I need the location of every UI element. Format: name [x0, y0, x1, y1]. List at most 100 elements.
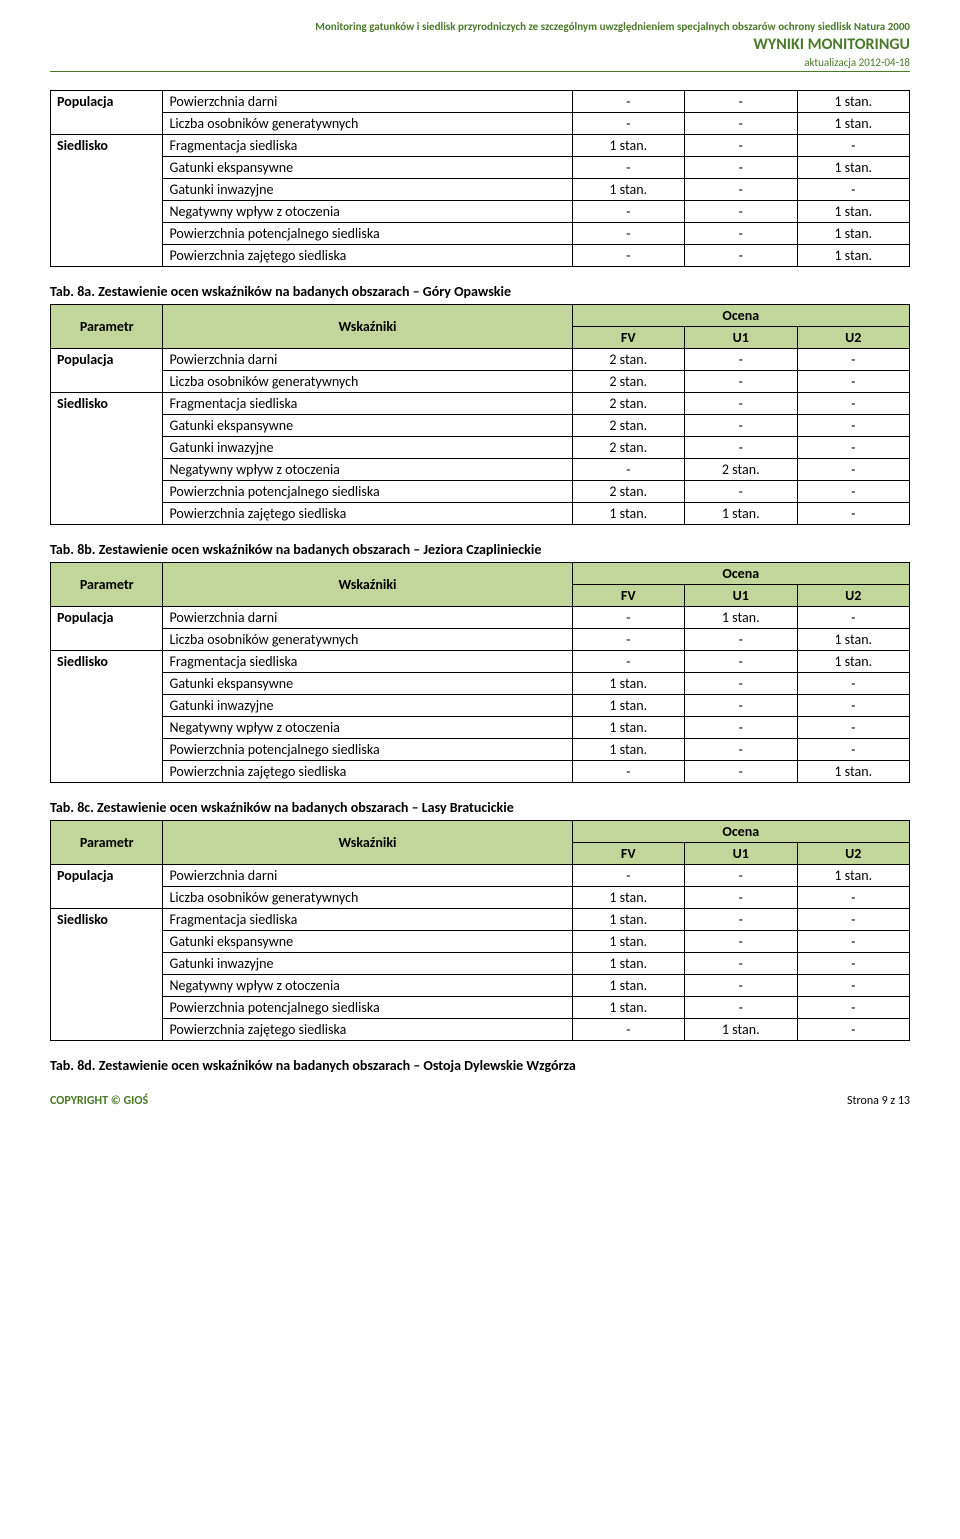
- u2-cell: -: [797, 695, 910, 717]
- wskaznik-cell: Fragmentacja siedliska: [163, 393, 572, 415]
- u2-cell: -: [797, 481, 910, 503]
- table-row: Powierzchnia zajętego siedliska--1 stan.: [51, 761, 910, 783]
- table-row: Negatywny wpływ z otoczenia1 stan.--: [51, 975, 910, 997]
- u1-cell: -: [685, 975, 797, 997]
- table-row: SiedliskoFragmentacja siedliska2 stan.--: [51, 393, 910, 415]
- fv-cell: 1 stan.: [572, 179, 684, 201]
- fv-cell: 1 stan.: [572, 695, 684, 717]
- wskaznik-cell: Powierzchnia potencjalnego siedliska: [163, 739, 572, 761]
- u1-cell: -: [685, 629, 797, 651]
- fv-cell: 2 stan.: [572, 393, 684, 415]
- wskaznik-cell: Liczba osobników generatywnych: [163, 629, 572, 651]
- u1-cell: -: [685, 201, 797, 223]
- fv-cell: -: [572, 157, 684, 179]
- fv-cell: 1 stan.: [572, 887, 684, 909]
- table-row: Gatunki inwazyjne1 stan.--: [51, 695, 910, 717]
- table-row: Powierzchnia potencjalnego siedliska1 st…: [51, 997, 910, 1019]
- fv-cell: -: [572, 761, 684, 783]
- col-parametr: Parametr: [51, 821, 163, 865]
- wskaznik-cell: Powierzchnia zajętego siedliska: [163, 761, 572, 783]
- table-row: PopulacjaPowierzchnia darni--1 stan.: [51, 865, 910, 887]
- param-cell: Siedlisko: [51, 651, 163, 783]
- wskaznik-cell: Gatunki inwazyjne: [163, 953, 572, 975]
- u1-cell: -: [685, 481, 797, 503]
- u1-cell: -: [685, 739, 797, 761]
- u2-cell: -: [797, 371, 910, 393]
- param-cell: Siedlisko: [51, 393, 163, 525]
- table-row: Gatunki inwazyjne2 stan.--: [51, 437, 910, 459]
- u1-cell: -: [685, 953, 797, 975]
- col-wskazniki: Wskaźniki: [163, 563, 572, 607]
- table-row: Negatywny wpływ z otoczenia1 stan.--: [51, 717, 910, 739]
- u1-cell: -: [685, 931, 797, 953]
- table-row: PopulacjaPowierzchnia darni-1 stan.-: [51, 607, 910, 629]
- table-row: Gatunki ekspansywne--1 stan.: [51, 157, 910, 179]
- table-row: Powierzchnia potencjalnego siedliska1 st…: [51, 739, 910, 761]
- table-row: Gatunki inwazyjne1 stan.--: [51, 179, 910, 201]
- u1-cell: -: [685, 717, 797, 739]
- u1-cell: -: [685, 245, 797, 267]
- fv-cell: 1 stan.: [572, 997, 684, 1019]
- u2-cell: -: [797, 503, 910, 525]
- fv-cell: 1 stan.: [572, 503, 684, 525]
- fv-cell: 1 stan.: [572, 975, 684, 997]
- col-fv: FV: [572, 327, 684, 349]
- u1-cell: -: [685, 179, 797, 201]
- param-cell: Siedlisko: [51, 135, 163, 267]
- u2-cell: -: [797, 997, 910, 1019]
- caption-8a: Tab. 8a. Zestawienie ocen wskaźników na …: [50, 283, 910, 300]
- wskaznik-cell: Powierzchnia potencjalnego siedliska: [163, 223, 572, 245]
- table-row: Powierzchnia potencjalnego siedliska2 st…: [51, 481, 910, 503]
- caption-8b: Tab. 8b. Zestawienie ocen wskaźników na …: [50, 541, 910, 558]
- page-header: Monitoring gatunków i siedlisk przyrodni…: [50, 20, 910, 72]
- wskaznik-cell: Fragmentacja siedliska: [163, 135, 572, 157]
- u2-cell: -: [797, 459, 910, 481]
- wskaznik-cell: Negatywny wpływ z otoczenia: [163, 975, 572, 997]
- col-u2: U2: [797, 843, 910, 865]
- page-number: Strona 9 z 13: [847, 1094, 910, 1108]
- table-row: PopulacjaPowierzchnia darni--1 stan.: [51, 91, 910, 113]
- fv-cell: 1 stan.: [572, 673, 684, 695]
- u2-cell: 1 stan.: [797, 223, 910, 245]
- u1-cell: -: [685, 909, 797, 931]
- table-row: Negatywny wpływ z otoczenia-2 stan.-: [51, 459, 910, 481]
- table-8c: ParametrWskaźnikiOcenaFVU1U2 PopulacjaPo…: [50, 820, 910, 1041]
- col-wskazniki: Wskaźniki: [163, 821, 572, 865]
- fv-cell: 2 stan.: [572, 481, 684, 503]
- u2-cell: -: [797, 909, 910, 931]
- wskaznik-cell: Liczba osobników generatywnych: [163, 113, 572, 135]
- col-ocena: Ocena: [572, 305, 909, 327]
- col-wskazniki: Wskaźniki: [163, 305, 572, 349]
- fv-cell: -: [572, 865, 684, 887]
- u1-cell: -: [685, 673, 797, 695]
- u2-cell: -: [797, 931, 910, 953]
- wskaznik-cell: Fragmentacja siedliska: [163, 909, 572, 931]
- table-row: Gatunki ekspansywne2 stan.--: [51, 415, 910, 437]
- u1-cell: -: [685, 761, 797, 783]
- u2-cell: -: [797, 673, 910, 695]
- u2-cell: 1 stan.: [797, 157, 910, 179]
- u1-cell: 1 stan.: [685, 607, 797, 629]
- table-row: SiedliskoFragmentacja siedliska1 stan.--: [51, 909, 910, 931]
- fv-cell: -: [572, 651, 684, 673]
- fv-cell: -: [572, 459, 684, 481]
- wskaznik-cell: Gatunki inwazyjne: [163, 179, 572, 201]
- table-row: Liczba osobników generatywnych2 stan.--: [51, 371, 910, 393]
- col-ocena: Ocena: [572, 821, 909, 843]
- table-row: SiedliskoFragmentacja siedliska1 stan.--: [51, 135, 910, 157]
- wskaznik-cell: Liczba osobników generatywnych: [163, 887, 572, 909]
- fv-cell: -: [572, 607, 684, 629]
- wskaznik-cell: Powierzchnia zajętego siedliska: [163, 1019, 572, 1041]
- fv-cell: 2 stan.: [572, 371, 684, 393]
- col-u2: U2: [797, 327, 910, 349]
- param-cell: Populacja: [51, 91, 163, 135]
- table-8a: ParametrWskaźnikiOcenaFVU1U2 PopulacjaPo…: [50, 304, 910, 525]
- param-cell: Populacja: [51, 865, 163, 909]
- table-row: Liczba osobników generatywnych--1 stan.: [51, 113, 910, 135]
- param-cell: Populacja: [51, 607, 163, 651]
- u2-cell: -: [797, 349, 910, 371]
- fv-cell: -: [572, 245, 684, 267]
- u2-cell: -: [797, 717, 910, 739]
- table-row: Gatunki ekspansywne1 stan.--: [51, 673, 910, 695]
- wskaznik-cell: Gatunki inwazyjne: [163, 695, 572, 717]
